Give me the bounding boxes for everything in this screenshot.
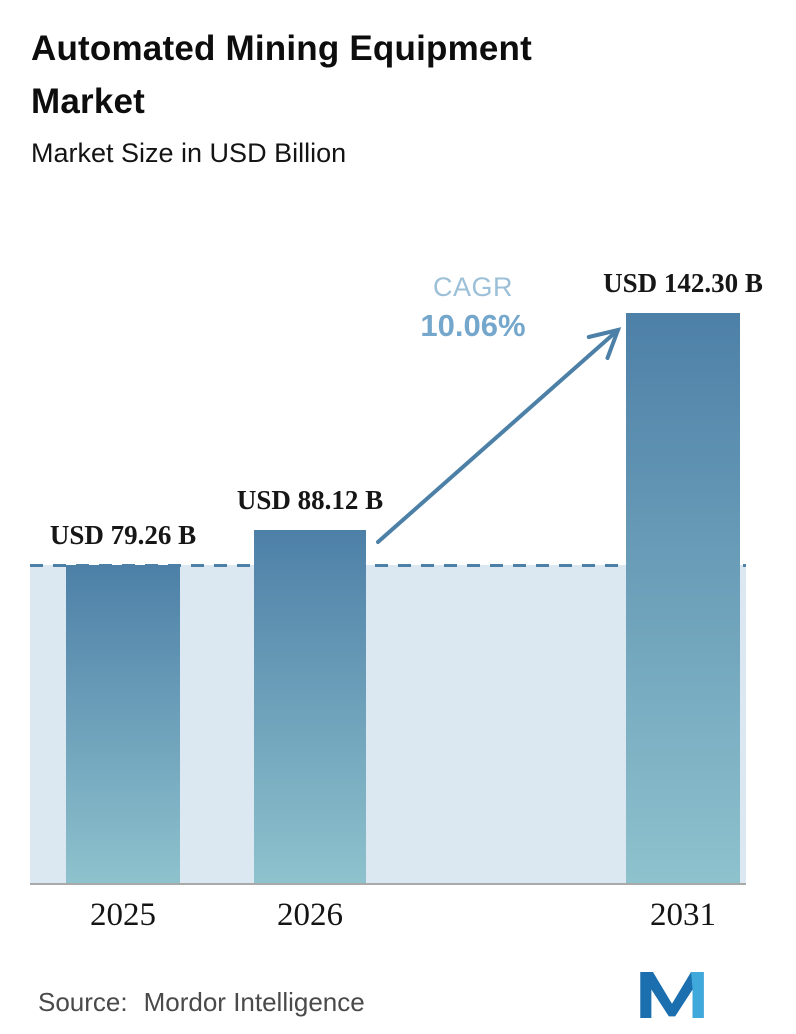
source-attribution: Source: Mordor Intelligence	[38, 987, 365, 1018]
cagr-label: CAGR	[432, 272, 513, 302]
chart-title: Automated Mining Equipment Market	[31, 29, 532, 122]
bar-value-label: USD 142.30 B	[603, 268, 763, 298]
bar-value-label: USD 79.26 B	[49, 520, 197, 550]
source-value: Mordor Intelligence	[143, 987, 365, 1017]
bar	[254, 530, 366, 883]
plot-area: USD 79.26 B 2025 USD 88.12 B 2026 USD 14…	[30, 268, 763, 933]
chart-header: Automated Mining Equipment Market Market…	[31, 22, 611, 169]
cagr-annotation: CAGR 10.06%	[402, 272, 544, 344]
bar	[626, 313, 740, 883]
x-axis-label: 2025	[90, 897, 156, 933]
bar-value-label: USD 88.12 B	[236, 485, 384, 515]
source-label: Source:	[38, 987, 128, 1017]
bar-group: USD 142.30 B 2031	[603, 268, 763, 933]
reference-dashed-line	[30, 564, 746, 567]
chart-subtitle: Market Size in USD Billion	[31, 138, 347, 169]
x-axis-line	[30, 883, 746, 885]
bar-group: USD 88.12 B 2026	[237, 290, 383, 933]
x-axis-label: 2031	[650, 897, 716, 933]
mordor-intelligence-logo-icon	[640, 972, 704, 1018]
bar	[66, 565, 180, 883]
x-axis-label: 2026	[277, 897, 343, 933]
cagr-value: 10.06%	[420, 308, 526, 343]
bar-group: USD 79.26 B 2025	[50, 290, 196, 933]
growth-arrow-icon	[376, 327, 622, 544]
